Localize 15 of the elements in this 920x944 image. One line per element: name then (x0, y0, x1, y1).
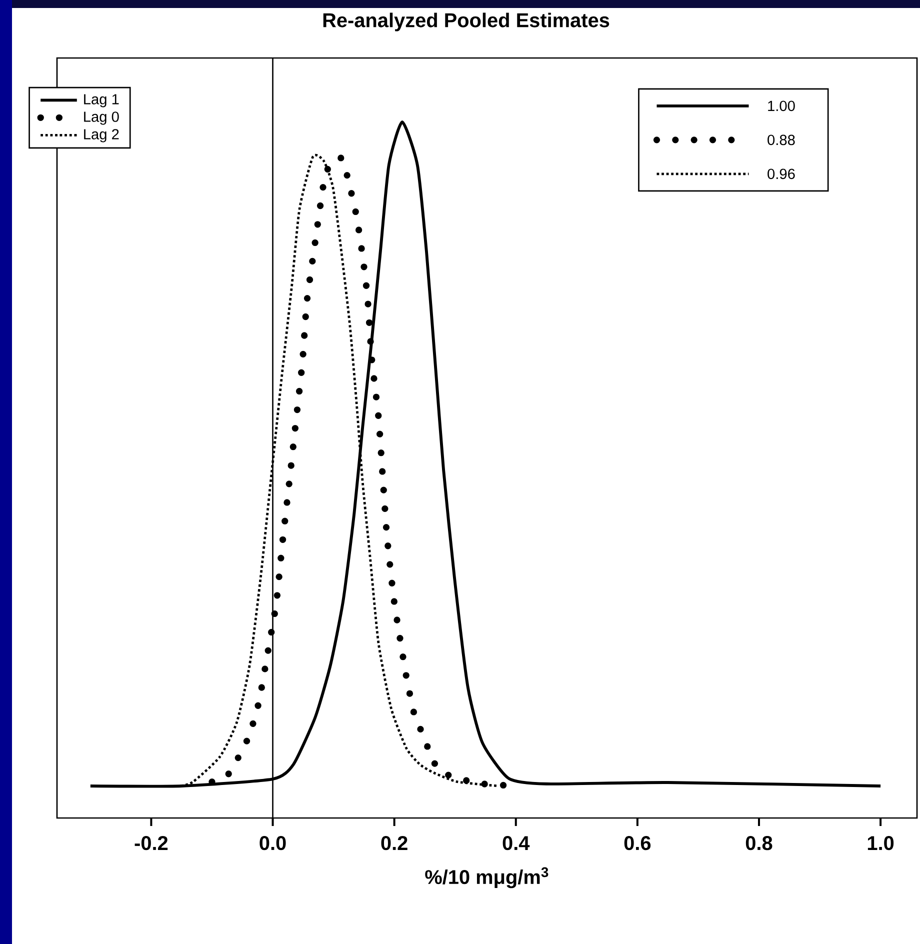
annotation: 0.96 (768, 168, 795, 180)
legend-label: Lag 1 (84, 94, 119, 108)
x-tick-label: 0.4 (502, 836, 530, 850)
chart-title: Re-analyzed Pooled Estimates (323, 12, 610, 32)
x-tick-label: -0.2 (134, 836, 168, 850)
x-axis-title: %/10 mμg/m$^{3}$ (425, 867, 548, 888)
x-tick-label: 0.6 (624, 836, 651, 850)
legend-label: Lag 2 (84, 129, 119, 142)
annotation: 0.88 (768, 134, 795, 146)
legend-label: Lag 0 (84, 112, 119, 125)
x-tick-label: 0.0 (260, 836, 286, 850)
x-tick-label: 0.2 (381, 836, 408, 850)
x-tick-label: 1.0 (868, 836, 894, 850)
x-tick-label: 0.8 (746, 836, 772, 850)
text: 1.00 (768, 100, 795, 112)
